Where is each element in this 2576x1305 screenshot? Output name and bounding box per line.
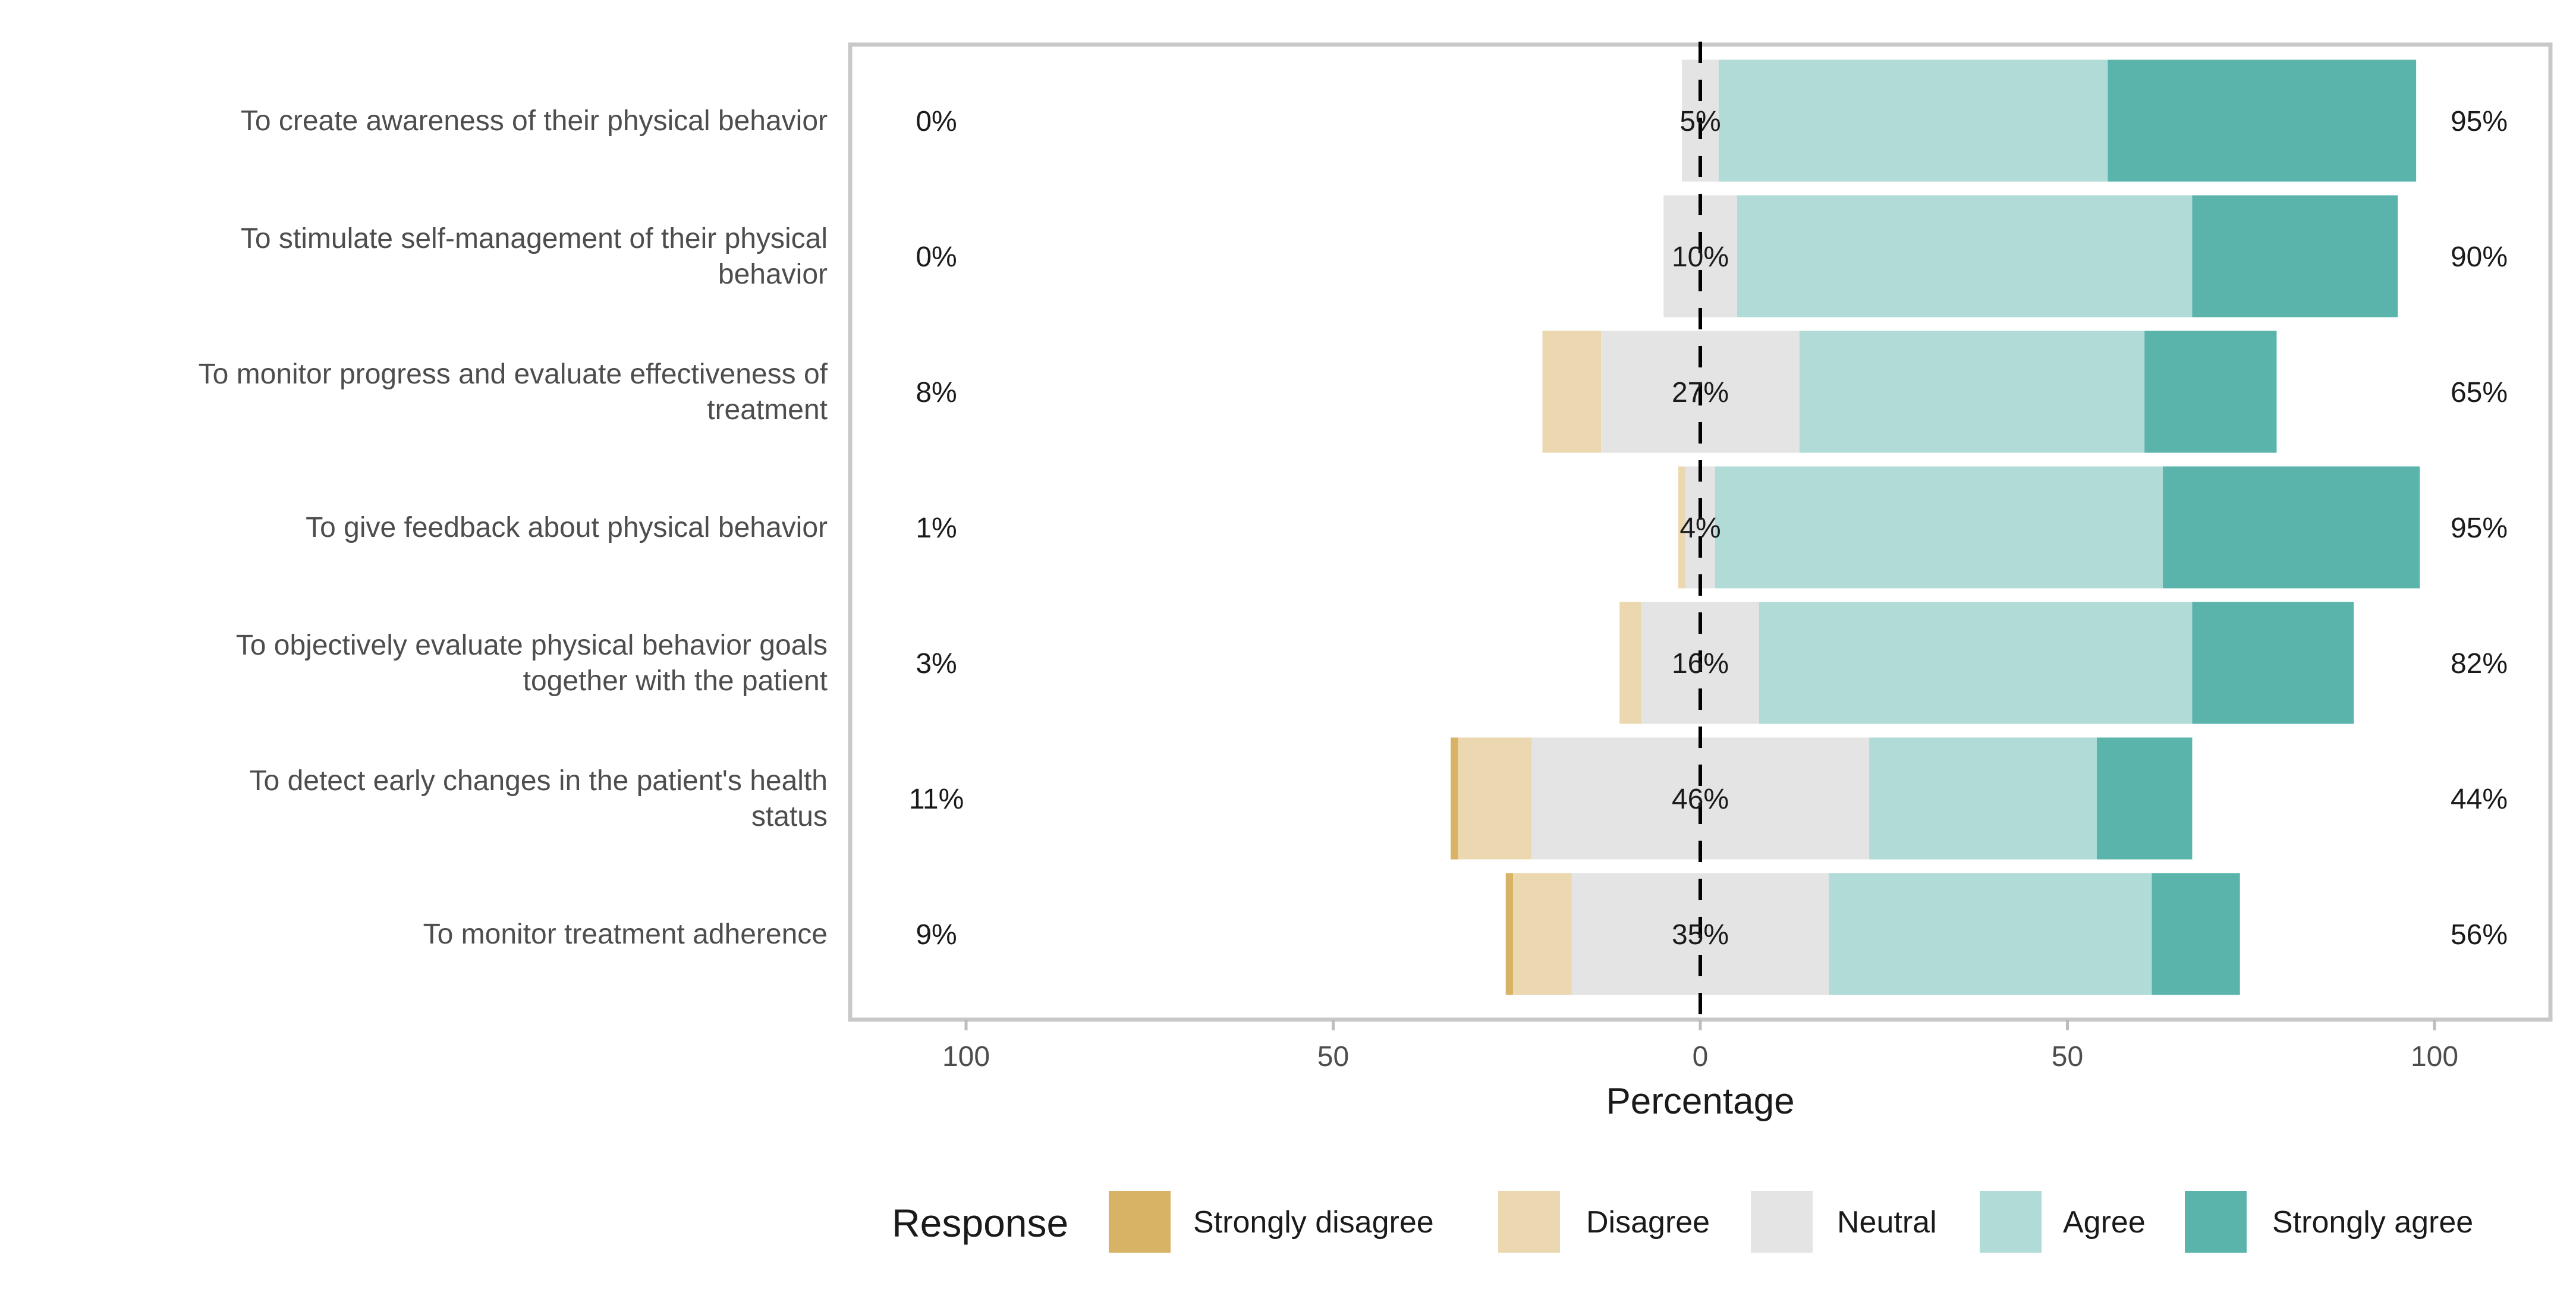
- bar-segment-disagree: [1619, 602, 1642, 724]
- left-percentage-label: 0%: [916, 106, 957, 137]
- legend-label: Neutral: [1837, 1205, 1937, 1240]
- right-percentage-label: 82%: [2451, 648, 2508, 680]
- bar-segment-strongly-agree: [2163, 466, 2420, 589]
- bar-segment-neutral: [1531, 737, 1870, 860]
- left-percentage-label: 8%: [916, 377, 957, 408]
- center-percentage-label: 46%: [1672, 784, 1729, 815]
- bar-segment-disagree: [1678, 466, 1686, 589]
- center-percentage-label: 27%: [1672, 377, 1729, 408]
- left-percentage-label: 3%: [916, 648, 957, 680]
- x-axis: 100 50 0 50 100 Percentage: [942, 1020, 2458, 1122]
- bar-segment-agree: [1799, 331, 2145, 453]
- x-axis-title: Percentage: [1606, 1081, 1794, 1122]
- item-label: treatment: [707, 394, 828, 426]
- bar-segment-strongly-disagree: [1505, 873, 1514, 995]
- bar-segment-agree: [1869, 737, 2097, 860]
- labels-layer: To create awareness of their physical be…: [199, 105, 2508, 951]
- legend-key-agree: [1980, 1191, 2042, 1253]
- bar-segment-strongly-agree: [2144, 331, 2277, 453]
- bar-segment-strongly-agree: [2192, 195, 2398, 317]
- center-percentage-label: 35%: [1672, 919, 1729, 951]
- bar-segment-strongly-agree: [2096, 737, 2193, 860]
- legend-label: Disagree: [1586, 1205, 1710, 1240]
- item-label: status: [751, 801, 828, 832]
- legend-title: Response: [892, 1201, 1068, 1245]
- bar-segment-agree: [1759, 602, 2193, 724]
- item-label: To stimulate self-management of their ph…: [241, 223, 828, 254]
- legend-key-strongly-agree: [2185, 1191, 2247, 1253]
- bar-segment-agree: [1829, 873, 2152, 995]
- center-percentage-label: 5%: [1679, 106, 1721, 137]
- item-label: To objectively evaluate physical behavio…: [236, 630, 828, 661]
- x-tick-label: 100: [942, 1041, 990, 1073]
- right-percentage-label: 65%: [2451, 377, 2508, 408]
- right-percentage-label: 56%: [2451, 919, 2508, 951]
- legend-key-neutral: [1751, 1191, 1813, 1253]
- bar-segment-strongly-disagree: [1451, 737, 1458, 860]
- bar-segment-strongly-agree: [2192, 602, 2354, 724]
- item-label: behavior: [718, 259, 828, 290]
- center-percentage-label: 10%: [1672, 241, 1729, 273]
- item-label: To detect early changes in the patient's…: [250, 765, 828, 797]
- bar-segment-neutral: [1685, 466, 1715, 589]
- left-percentage-label: 0%: [916, 241, 957, 273]
- item-label: together with the patient: [523, 665, 828, 697]
- right-percentage-label: 95%: [2451, 106, 2508, 137]
- bar-segment-strongly-agree: [2152, 873, 2240, 995]
- bar-segment-agree: [1718, 59, 2108, 182]
- x-tick-label: 0: [1693, 1041, 1709, 1073]
- center-percentage-label: 4%: [1679, 512, 1721, 544]
- bar-segment-neutral: [1663, 195, 1737, 317]
- left-percentage-label: 9%: [916, 919, 957, 951]
- right-percentage-label: 90%: [2451, 241, 2508, 273]
- bar-segment-disagree: [1542, 331, 1602, 453]
- legend-key-disagree: [1498, 1191, 1560, 1253]
- right-percentage-label: 44%: [2451, 784, 2508, 815]
- bar-segment-disagree: [1513, 873, 1572, 995]
- item-label: To give feedback about physical behavior: [306, 512, 828, 543]
- x-tick-label: 100: [2411, 1041, 2458, 1073]
- left-percentage-label: 1%: [916, 512, 957, 544]
- x-tick-label: 50: [2052, 1041, 2083, 1073]
- item-label: To monitor progress and evaluate effecti…: [199, 359, 828, 390]
- legend-label: Strongly agree: [2272, 1205, 2473, 1240]
- item-label: To create awareness of their physical be…: [241, 105, 828, 137]
- left-percentage-label: 11%: [909, 784, 964, 815]
- bar-segment-strongly-agree: [2108, 59, 2417, 182]
- legend: Response Strongly disagree Disagree Neutral…: [892, 1191, 2473, 1253]
- bar-segment-agree: [1737, 195, 2193, 317]
- bars-layer: [1451, 59, 2420, 995]
- bar-segment-agree: [1715, 466, 2163, 589]
- center-percentage-label: 16%: [1672, 648, 1729, 680]
- legend-label: Agree: [2063, 1205, 2146, 1240]
- legend-label: Strongly disagree: [1193, 1205, 1434, 1240]
- right-percentage-label: 95%: [2451, 512, 2508, 544]
- item-label: To monitor treatment adherence: [423, 919, 828, 950]
- x-tick-label: 50: [1317, 1041, 1349, 1073]
- legend-key-strongly-disagree: [1109, 1191, 1171, 1253]
- bar-segment-disagree: [1458, 737, 1531, 860]
